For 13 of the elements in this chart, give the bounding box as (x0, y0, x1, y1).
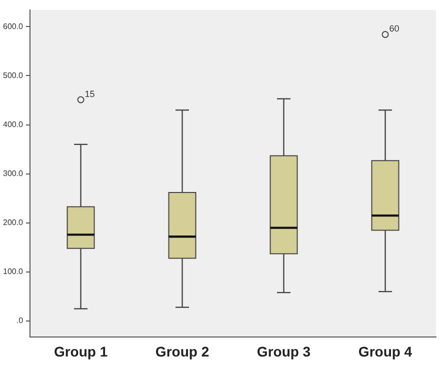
x-tick-label: Group 2 (155, 343, 210, 360)
y-tick-label: 400.0 (2, 120, 24, 129)
y-tick-label: 600.0 (2, 22, 24, 31)
y-tick-label: 500.0 (2, 70, 24, 80)
y-tick-label: 300.0 (2, 169, 24, 178)
annotation: 60 (389, 24, 400, 34)
y-tick-label: 100.0 (2, 267, 24, 276)
x-tick-label: Group 1 (54, 343, 108, 360)
x-tick-label: Group 3 (256, 343, 311, 360)
annotation: 15 (84, 88, 95, 99)
x-tick-label: Group 4 (358, 343, 412, 360)
y-tick-label: .0 (16, 316, 24, 326)
y-tick-label: 200.0 (2, 218, 24, 228)
